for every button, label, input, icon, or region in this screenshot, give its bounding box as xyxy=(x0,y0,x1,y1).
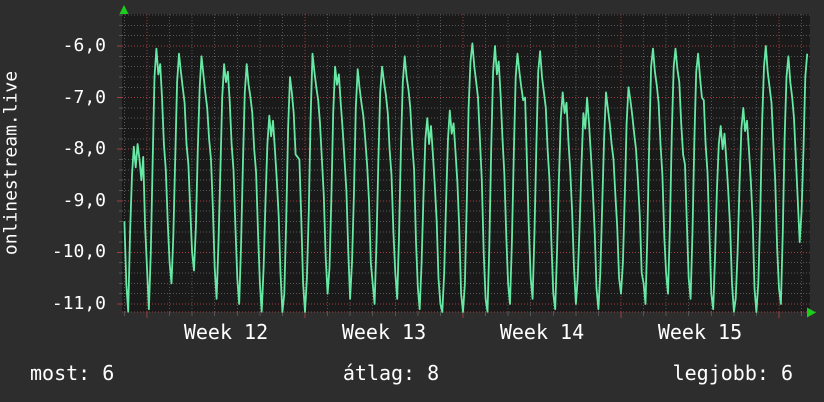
y-tick-label: -11,0 xyxy=(51,293,106,314)
stat-atlag: átlag: 8 xyxy=(342,361,440,385)
x-axis-arrow-icon xyxy=(807,307,816,318)
x-tick-label: Week 14 xyxy=(499,320,585,344)
y-tick-label: -9,0 xyxy=(62,189,106,211)
stat-legjobb: legjobb: 6 xyxy=(672,361,793,385)
x-tick-label: Week 12 xyxy=(183,320,269,344)
y-axis-arrow-icon xyxy=(119,5,129,14)
x-tick-label: Week 13 xyxy=(341,320,427,344)
y-tick-label: -8,0 xyxy=(62,138,106,160)
x-tick-label: Week 15 xyxy=(657,320,743,344)
y-tick-label: -10,0 xyxy=(51,241,106,263)
y-tick-label: -7,0 xyxy=(62,86,106,108)
series-line xyxy=(123,42,809,313)
y-tick-label: -6,0 xyxy=(62,35,106,56)
stat-most: most: 6 xyxy=(30,361,115,385)
